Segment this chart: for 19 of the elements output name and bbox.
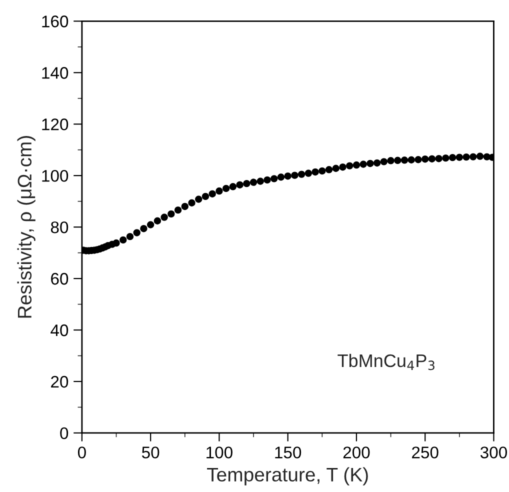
x-tick-label: 50	[142, 446, 160, 458]
y-tick-label: 40	[50, 324, 68, 336]
x-tick-label: 0	[78, 446, 86, 458]
annotation: TbMnCu$_{4}$P$_{3}$	[338, 354, 434, 370]
y-tick-label: 100	[42, 170, 68, 182]
y-tick-label: 20	[51, 376, 68, 388]
y-tick-label: 60	[51, 272, 68, 285]
x-tick-label: 150	[275, 446, 302, 458]
x-tick-label: 200	[343, 446, 370, 458]
y-tick-label: 0	[60, 427, 68, 440]
y-axis-title: Resistivity, ρ (μΩ·cm)	[17, 136, 36, 318]
x-axis-title: Temperature, T (K)	[207, 467, 368, 486]
x-tick-label: 100	[206, 446, 232, 458]
y-tick-label: 140	[42, 67, 68, 79]
x-tick-label: 300	[480, 446, 507, 458]
y-tick-label: 160	[42, 16, 68, 28]
x-tick-label: 250	[412, 446, 438, 458]
y-tick-label: 80	[50, 221, 68, 234]
y-tick-label: 120	[42, 118, 68, 130]
